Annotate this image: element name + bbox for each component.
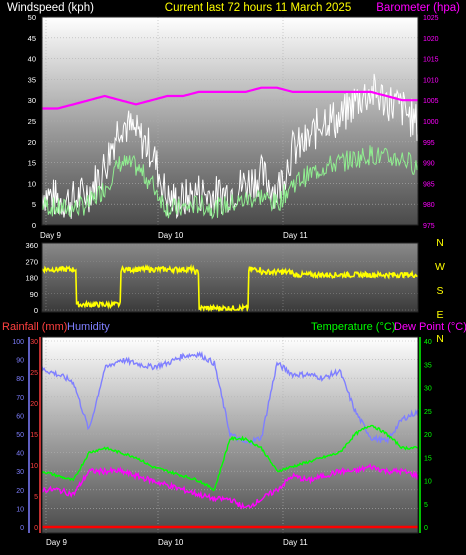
rain-y-tick-4: 20 [30, 401, 38, 408]
baro-y-tick-9: 1020 [423, 36, 439, 43]
rain-y-tick-2: 10 [30, 463, 38, 470]
baro-y-tick-1: 980 [423, 202, 435, 209]
hum-y-tick-6: 60 [16, 413, 24, 420]
hum-y-tick-4: 40 [16, 451, 24, 458]
dir-y-tick-4: 360 [25, 241, 38, 250]
wind-plot-area [42, 17, 418, 225]
compass-label-4: N [436, 333, 444, 345]
baro-title: Barometer (hpa) [376, 2, 460, 14]
temp-y-tick-5: 25 [424, 409, 432, 416]
wind-y-tick-9: 45 [28, 34, 36, 43]
baro-y-tick-2: 985 [423, 181, 435, 188]
hum-y-tick-7: 70 [16, 395, 24, 402]
rain-title: Rainfall (mm) [2, 321, 67, 333]
wind-x-tick-1: Day 10 [158, 231, 184, 240]
temp-y-tick-6: 30 [424, 386, 432, 393]
dir-y-tick-2: 180 [25, 274, 38, 283]
lower-x-tick-2: Day 11 [283, 538, 308, 547]
wind-x-tick-2: Day 11 [283, 231, 308, 240]
hum-y-tick-8: 80 [16, 376, 24, 383]
hum-y-tick-2: 20 [16, 488, 24, 495]
lower-x-tick-0: Day 9 [46, 538, 67, 547]
temp-y-tick-7: 35 [424, 362, 432, 369]
temp-y-tick-4: 20 [424, 432, 432, 439]
temp-y-tick-1: 5 [424, 502, 428, 509]
lower-x-tick-1: Day 10 [158, 538, 184, 547]
temp-y-tick-2: 10 [424, 479, 432, 486]
compass-label-1: W [435, 261, 445, 273]
baro-y-tick-8: 1015 [423, 57, 439, 64]
wind-y-tick-4: 20 [28, 138, 36, 147]
wind-y-tick-0: 0 [32, 221, 36, 230]
temp-y-tick-8: 40 [424, 339, 432, 346]
hum-y-tick-1: 10 [16, 506, 24, 513]
dewpoint-title: Dew Point (°C) [394, 321, 466, 333]
wind-y-tick-6: 30 [28, 96, 36, 105]
series-dew-point [41, 463, 419, 510]
baro-y-tick-6: 1005 [423, 98, 439, 105]
baro-y-tick-4: 995 [423, 140, 435, 147]
baro-y-tick-10: 1025 [423, 15, 439, 22]
hum-y-tick-10: 100 [12, 339, 24, 346]
wind-title: Windspeed (kph) [7, 2, 94, 14]
temp-y-tick-3: 15 [424, 455, 432, 462]
hum-y-tick-3: 30 [16, 469, 24, 476]
chart-title: Current last 72 hours 11 March 2025 [165, 2, 351, 14]
dir-y-tick-3: 270 [25, 257, 38, 266]
series-humidity [41, 350, 419, 446]
compass-label-0: N [436, 237, 444, 249]
wind-y-tick-1: 5 [32, 200, 36, 209]
series-wind-gust [41, 73, 419, 220]
baro-y-tick-3: 990 [423, 161, 435, 168]
rain-y-tick-0: 0 [34, 525, 38, 532]
baro-y-tick-5: 1000 [423, 119, 439, 126]
rain-y-tick-5: 25 [30, 370, 38, 377]
wind-x-tick-0: Day 9 [40, 231, 61, 240]
series-wind-average [41, 145, 419, 220]
dir-y-tick-1: 90 [30, 290, 38, 299]
wind-y-tick-7: 35 [28, 75, 36, 84]
rain-y-tick-6: 30 [30, 339, 38, 346]
rain-y-tick-1: 5 [34, 494, 38, 501]
wind-y-tick-10: 50 [28, 13, 36, 22]
wind-y-tick-2: 10 [28, 179, 36, 188]
direction-plot-area [42, 243, 418, 312]
series-wind-direction [41, 263, 419, 313]
series-temperature [41, 424, 418, 492]
hum-y-tick-0: 0 [20, 525, 24, 532]
temperature-title: Temperature (°C) [311, 321, 395, 333]
baro-y-tick-7: 1010 [423, 77, 439, 84]
rain-y-tick-3: 15 [30, 432, 38, 439]
compass-label-2: S [436, 285, 443, 297]
dir-y-tick-0: 0 [34, 306, 38, 315]
temp-y-tick-0: 0 [424, 525, 428, 532]
wind-y-tick-8: 40 [28, 55, 36, 64]
hum-y-tick-9: 90 [16, 358, 24, 365]
humidity-title: Humidity [67, 321, 110, 333]
wind-y-tick-3: 15 [28, 159, 36, 168]
wind-y-tick-5: 25 [28, 117, 36, 126]
hum-y-tick-5: 50 [16, 432, 24, 439]
series-barometer [42, 86, 418, 110]
baro-y-tick-0: 975 [423, 223, 435, 230]
compass-label-3: E [436, 309, 443, 321]
